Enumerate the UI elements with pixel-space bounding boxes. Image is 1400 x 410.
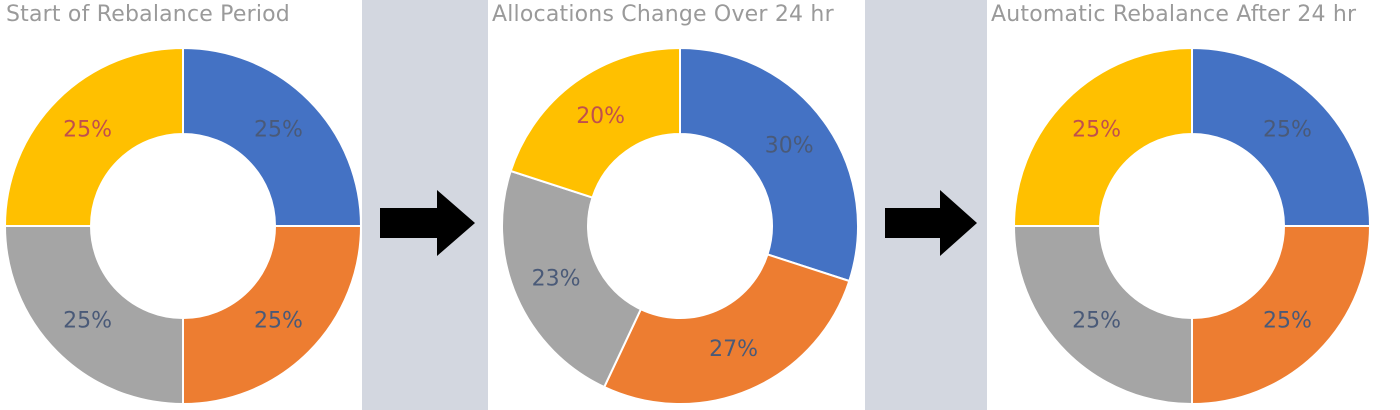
chart-title: Start of Rebalance Period <box>6 2 290 27</box>
slice-label: 20% <box>576 104 625 129</box>
donut-slice <box>1012 46 1193 227</box>
donut-slice <box>3 225 184 406</box>
right-arrow-icon <box>885 190 977 256</box>
donut-slice <box>501 169 643 389</box>
slice-label: 25% <box>1263 308 1312 333</box>
chart-title: Automatic Rebalance After 24 hr <box>991 2 1357 27</box>
chart-panel-start: Start of Rebalance Period 25% 25% 25% 25% <box>0 0 363 410</box>
slice-label: 23% <box>532 267 581 292</box>
slice-label: 25% <box>63 118 112 143</box>
donut-chart-change: 30% 27% 23% 20% <box>501 46 859 405</box>
right-arrow-icon <box>380 190 475 256</box>
gap-1 <box>362 0 488 410</box>
chart-panel-rebalance: Automatic Rebalance After 24 hr 25% 25% 25… <box>987 0 1400 410</box>
donut-slice <box>1012 225 1193 406</box>
slice-label: 25% <box>1072 118 1121 143</box>
donut-slice <box>182 46 363 227</box>
donut-slice <box>1191 46 1372 227</box>
slice-label: 25% <box>63 308 112 333</box>
chart-title: Allocations Change Over 24 hr <box>492 2 834 27</box>
slice-label: 27% <box>709 337 758 362</box>
chart-panel-change: Allocations Change Over 24 hr 30% 27% 23% 2… <box>488 0 865 410</box>
slice-label: 30% <box>765 134 814 159</box>
slice-label: 25% <box>1072 308 1121 333</box>
donut-slice <box>602 253 851 405</box>
donut-slice <box>1191 225 1372 406</box>
slice-label: 25% <box>254 118 303 143</box>
donut-slice <box>509 46 681 199</box>
donut-slice <box>3 46 184 227</box>
slice-label: 25% <box>1263 118 1312 143</box>
gap-2 <box>865 0 987 410</box>
donut-slice <box>679 46 859 283</box>
donut-slice <box>182 225 363 406</box>
donut-chart-rebalance: 25% 25% 25% 25% <box>1012 46 1372 406</box>
donut-chart-start: 25% 25% 25% 25% <box>3 46 363 406</box>
slice-label: 25% <box>254 308 303 333</box>
